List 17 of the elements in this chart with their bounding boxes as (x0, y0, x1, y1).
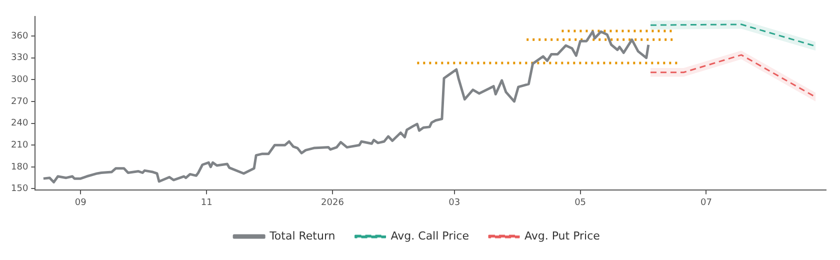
legend-label: Avg. Put Price (524, 229, 600, 242)
y-tick-label: 240 (10, 118, 28, 129)
y-tick-label: 150 (10, 184, 28, 194)
y-tick-label: 270 (10, 96, 28, 107)
y-tick-label: 300 (10, 75, 28, 86)
x-tick-label: 05 (574, 198, 586, 208)
legend-label: Avg. Call Price (390, 229, 470, 242)
y-tick-label: 360 (10, 31, 28, 42)
y-tick-label: 210 (10, 140, 28, 150)
x-tick-label: 07 (700, 198, 712, 208)
x-tick-label: 09 (74, 198, 87, 208)
y-tick-label: 330 (10, 53, 28, 64)
y-tick-label: 180 (10, 162, 28, 172)
legend-label: Total Return (268, 229, 336, 242)
x-tick-label: 11 (200, 198, 212, 208)
x-tick-label: 2026 (321, 198, 344, 208)
x-tick-label: 03 (448, 198, 460, 208)
